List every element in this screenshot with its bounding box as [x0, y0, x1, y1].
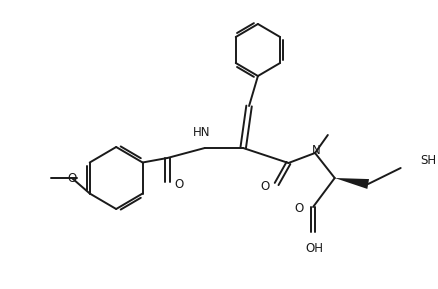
Text: N: N [311, 144, 320, 158]
Text: O: O [293, 201, 303, 214]
Text: O: O [67, 171, 76, 184]
Text: O: O [174, 179, 183, 192]
Text: HN: HN [193, 126, 210, 139]
Text: OH: OH [304, 242, 322, 255]
Text: O: O [260, 181, 269, 194]
Text: SH: SH [420, 155, 435, 168]
Polygon shape [334, 178, 368, 189]
